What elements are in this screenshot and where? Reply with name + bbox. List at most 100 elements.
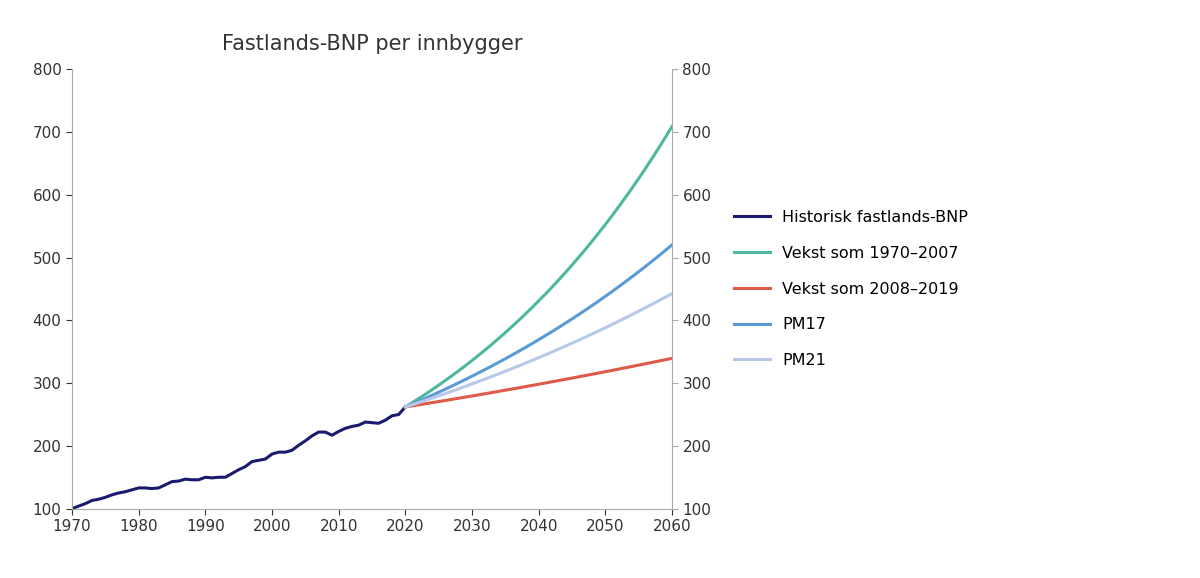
PM21 <box>592 327 606 334</box>
PM17 <box>485 362 499 369</box>
PM17 <box>418 395 432 402</box>
PM21 <box>652 297 666 304</box>
PM21 <box>565 340 580 347</box>
PM17 <box>404 401 419 407</box>
PM17 <box>438 386 452 392</box>
PM21 <box>578 334 593 340</box>
PM21 <box>538 351 552 358</box>
PM21 <box>451 386 466 392</box>
PM17 <box>458 376 473 383</box>
Vekst som 2008–2019 <box>644 359 659 366</box>
PM17 <box>538 332 552 339</box>
PM21 <box>571 337 586 344</box>
Vekst som 2008–2019 <box>665 355 679 362</box>
Vekst som 2008–2019 <box>498 387 512 394</box>
PM17 <box>605 288 619 295</box>
Vekst som 1970–2007 <box>451 367 466 374</box>
Line: Historisk fastlands-BNP: Historisk fastlands-BNP <box>72 407 406 509</box>
Title: Fastlands-BNP per innbygger: Fastlands-BNP per innbygger <box>222 34 522 54</box>
PM17 <box>464 373 479 380</box>
Vekst som 1970–2007 <box>418 391 432 398</box>
Vekst som 2008–2019 <box>438 397 452 404</box>
PM21 <box>505 365 520 372</box>
PM21 <box>665 290 679 297</box>
Vekst som 1970–2007 <box>644 155 659 162</box>
PM21 <box>558 343 572 350</box>
Historisk fastlands-BNP <box>164 478 179 485</box>
PM17 <box>478 366 492 373</box>
Vekst som 1970–2007 <box>518 310 533 317</box>
PM21 <box>432 392 446 399</box>
Vekst som 2008–2019 <box>418 401 432 407</box>
PM21 <box>644 301 659 307</box>
Historisk fastlands-BNP <box>305 432 319 439</box>
PM17 <box>492 359 506 366</box>
PM17 <box>644 258 659 265</box>
PM17 <box>618 279 632 286</box>
Line: Vekst som 2008–2019: Vekst som 2008–2019 <box>406 358 672 407</box>
PM17 <box>545 328 559 335</box>
Vekst som 2008–2019 <box>432 398 446 405</box>
PM21 <box>438 390 452 397</box>
Vekst som 1970–2007 <box>584 238 599 245</box>
Vekst som 2008–2019 <box>472 391 486 398</box>
Line: PM17: PM17 <box>406 245 672 407</box>
Vekst som 2008–2019 <box>425 399 439 406</box>
Vekst som 2008–2019 <box>518 383 533 390</box>
Vekst som 2008–2019 <box>464 392 479 399</box>
Vekst som 1970–2007 <box>425 386 439 393</box>
PM21 <box>584 331 599 338</box>
Vekst som 2008–2019 <box>412 401 426 408</box>
Line: Vekst som 1970–2007: Vekst som 1970–2007 <box>406 127 672 407</box>
Vekst som 2008–2019 <box>638 360 653 367</box>
PM17 <box>578 307 593 314</box>
PM17 <box>558 320 572 327</box>
PM21 <box>478 376 492 383</box>
Vekst som 2008–2019 <box>492 388 506 395</box>
PM17 <box>565 316 580 323</box>
PM21 <box>458 383 473 390</box>
PM21 <box>485 373 499 380</box>
Vekst som 2008–2019 <box>631 362 646 369</box>
Vekst som 1970–2007 <box>571 254 586 261</box>
Vekst som 2008–2019 <box>571 373 586 380</box>
Vekst som 2008–2019 <box>451 395 466 402</box>
Vekst som 1970–2007 <box>605 212 619 219</box>
Vekst som 1970–2007 <box>438 377 452 384</box>
PM21 <box>598 324 612 331</box>
PM17 <box>498 355 512 362</box>
PM21 <box>631 307 646 314</box>
Vekst som 1970–2007 <box>538 291 552 298</box>
Vekst som 1970–2007 <box>505 323 520 330</box>
Vekst som 1970–2007 <box>492 335 506 342</box>
Vekst som 2008–2019 <box>592 369 606 376</box>
PM17 <box>638 263 653 270</box>
Vekst som 1970–2007 <box>445 372 460 379</box>
PM17 <box>665 242 679 249</box>
Vekst som 2008–2019 <box>398 403 413 410</box>
PM17 <box>625 273 640 280</box>
Vekst som 1970–2007 <box>524 304 539 311</box>
PM21 <box>618 314 632 321</box>
Vekst som 1970–2007 <box>565 262 580 269</box>
PM21 <box>472 378 486 385</box>
PM17 <box>532 336 546 343</box>
Vekst som 2008–2019 <box>532 381 546 388</box>
PM17 <box>412 398 426 405</box>
Vekst som 1970–2007 <box>478 346 492 353</box>
PM17 <box>511 348 526 355</box>
PM17 <box>518 344 533 351</box>
Historisk fastlands-BNP <box>391 411 406 418</box>
PM21 <box>412 399 426 406</box>
Vekst som 2008–2019 <box>558 376 572 383</box>
PM21 <box>398 403 413 410</box>
PM17 <box>652 253 666 260</box>
Vekst som 1970–2007 <box>472 352 486 359</box>
PM21 <box>418 397 432 404</box>
Vekst som 2008–2019 <box>552 377 566 384</box>
Vekst som 1970–2007 <box>511 317 526 324</box>
PM21 <box>464 380 479 387</box>
Vekst som 2008–2019 <box>524 382 539 389</box>
PM17 <box>472 369 486 376</box>
Vekst som 1970–2007 <box>558 269 572 276</box>
